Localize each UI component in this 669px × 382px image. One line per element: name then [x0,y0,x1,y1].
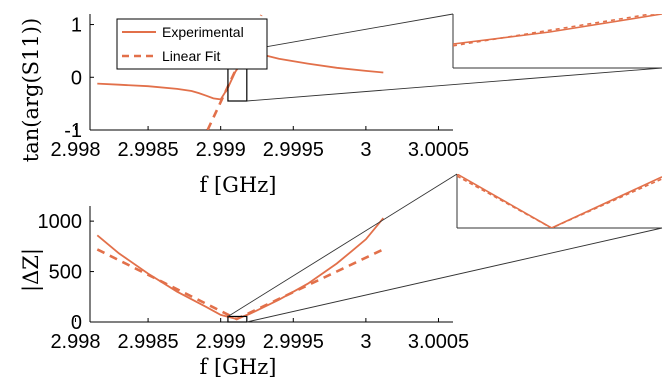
zoom-box [227,315,248,323]
x-tick-label: 3.0005 [408,139,469,161]
y-tick-label: -1 [64,120,82,142]
y-tick-label: 0 [71,67,82,89]
x-tick-label: 3.0005 [408,331,469,353]
legend-label-experimental: Experimental [162,24,244,40]
y-tick-label: 1000 [38,211,83,233]
bottom-zoom-inset [227,173,663,323]
x-tick-label: 3 [360,139,371,161]
series-linear-fit [96,248,384,321]
top-zoom-inset [227,13,663,102]
top-y-axis-label: tan(arg(S11)) [19,18,43,162]
legend: Experimental Linear Fit [116,18,268,70]
x-tick-label: 2.9995 [263,139,324,161]
top-x-axis-label: f [GHz] [200,173,277,197]
x-tick-label: 2.998 [50,331,100,353]
y-tick-label: 1 [71,15,82,37]
bottom-x-axis-label: f [GHz] [200,355,277,379]
x-tick-label: 2.9985 [117,139,178,161]
bottom-y-axis-label: |ΔZ| [19,248,44,292]
x-tick-label: 3 [360,331,371,353]
top-plot: 2.998 2.9985 2.999 2.9995 3 3.0005 -1 0 1 [50,14,469,161]
zoom-connector [246,227,663,323]
zoom-connector [227,173,458,317]
series-experimental [97,52,384,101]
inset-background [453,14,662,68]
bottom-plot: 2.998 2.9985 2.999 2.9995 3 3.0005 0 500 1000 [38,206,469,353]
zoom-connector [246,67,663,102]
x-tick-label: 2.9995 [263,331,324,353]
y-tick-label: 500 [49,262,82,284]
x-tick-label: 2.999 [196,331,246,353]
y-tick-label: 0 [71,312,82,334]
x-tick-label: 2.998 [50,139,100,161]
x-tick-label: 2.9985 [117,331,178,353]
x-tick-label: 2.999 [196,139,246,161]
legend-label-linear-fit: Linear Fit [162,48,220,64]
inset-series-linear-fit [453,14,656,47]
inset-series-linear-fit [457,175,662,228]
inset-series-experimental [457,174,662,228]
inset-background [457,174,662,228]
legend-box [116,18,268,70]
